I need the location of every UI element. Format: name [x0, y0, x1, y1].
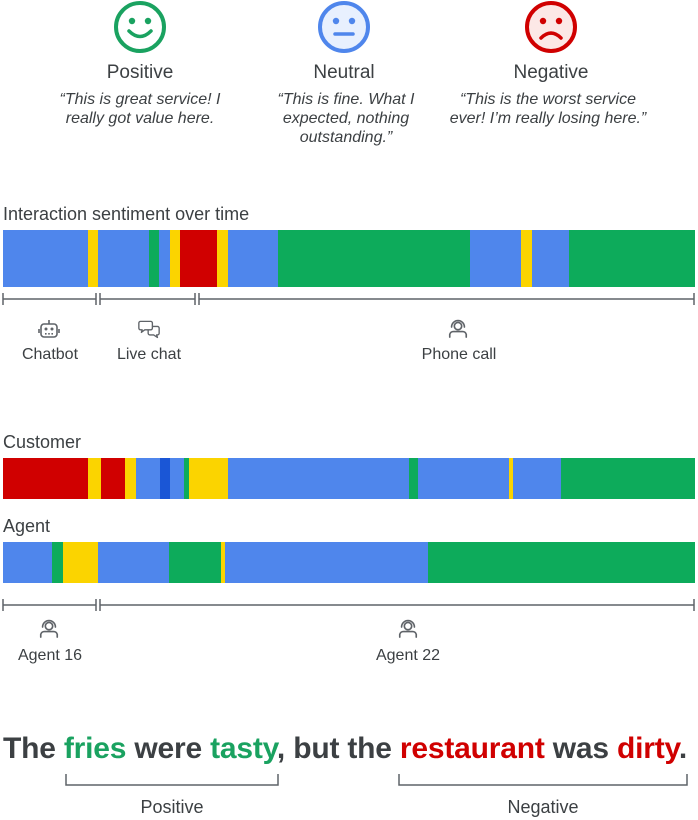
- bar-segment: [532, 230, 569, 287]
- sentence-brackets: [65, 774, 688, 786]
- bar-segment: [170, 458, 184, 499]
- bar-segment: [228, 458, 409, 499]
- bar-segment: [98, 542, 169, 583]
- headset-icon: [39, 619, 59, 638]
- bar-segment: [184, 458, 189, 499]
- bar-segment: [160, 458, 170, 499]
- positive-aspect-word: fries: [63, 732, 127, 765]
- bar-segment: [3, 458, 88, 499]
- interaction-title: Interaction sentiment over time: [3, 204, 250, 224]
- channel-label-live-chat: Live chat: [116, 346, 182, 363]
- bar-segment: [98, 230, 149, 287]
- bar-segment: [228, 230, 278, 287]
- neutral-quote: “This is fine. What I expected, nothing …: [277, 91, 415, 146]
- bar-segment: [180, 230, 217, 287]
- bar-segment: [101, 458, 125, 499]
- example-sentence: The fries were tasty, but the restaurant…: [3, 732, 687, 766]
- agent-timeline: [2, 599, 695, 611]
- bar-segment: [569, 230, 695, 287]
- bar-segment: [3, 542, 52, 583]
- bar-segment: [88, 458, 101, 499]
- bar-segment: [63, 542, 98, 583]
- sentence-text: were: [126, 732, 211, 765]
- channel-label-chatbot: Chatbot: [21, 346, 79, 363]
- negative-aspect-word: restaurant: [399, 732, 545, 765]
- neutral-face-icon: [318, 1, 370, 53]
- bar-segment: [149, 230, 159, 287]
- bar-segment: [278, 230, 470, 287]
- bar-segment: [225, 542, 428, 583]
- bar-segment: [52, 542, 63, 583]
- bar-segment: [125, 458, 136, 499]
- agent-label-16: Agent 16: [17, 647, 83, 664]
- positive-label: Positive: [106, 62, 174, 83]
- bar-segment: [88, 230, 98, 287]
- positive-bracket-label: Positive: [140, 797, 204, 817]
- channel-timeline: [2, 293, 695, 305]
- agent-sentiment-bar: [3, 542, 695, 583]
- negative-quote: “This is the worst service ever! I’m rea…: [449, 91, 647, 127]
- sentence-text: , but the: [276, 732, 400, 765]
- negative-opinion-word: dirty: [617, 732, 679, 765]
- sentence-text: The: [3, 732, 64, 765]
- chat-bubbles-icon: [138, 320, 160, 339]
- bar-segment: [521, 230, 532, 287]
- bar-segment: [169, 542, 221, 583]
- bar-segment: [159, 230, 170, 287]
- customer-title: Customer: [3, 432, 82, 452]
- agent-label-22: Agent 22: [375, 647, 441, 664]
- positive-opinion-word: tasty: [210, 732, 277, 765]
- agent-title: Agent: [3, 516, 51, 536]
- sentence-text: .: [678, 732, 687, 765]
- robot-icon: [38, 320, 60, 338]
- bar-segment: [561, 458, 695, 499]
- bar-segment: [170, 230, 180, 287]
- bar-segment: [418, 458, 509, 499]
- customer-sentiment-bar: [3, 458, 695, 499]
- headset-icon: [448, 319, 468, 338]
- bar-segment: [513, 458, 561, 499]
- bar-segment: [409, 458, 418, 499]
- headset-icon: [398, 619, 418, 638]
- channel-label-phone-call: Phone call: [421, 346, 497, 363]
- neutral-label: Neutral: [313, 62, 375, 83]
- positive-quote: “This is great service! I really got val…: [59, 91, 221, 127]
- bar-segment: [217, 230, 228, 287]
- bar-segment: [136, 458, 160, 499]
- bar-segment: [428, 542, 695, 583]
- negative-bracket-label: Negative: [507, 797, 579, 817]
- sentence-text: was: [544, 732, 618, 765]
- sad-face-icon: [525, 1, 577, 53]
- interaction-sentiment-bar: [3, 230, 695, 287]
- bar-segment: [509, 458, 513, 499]
- bar-segment: [189, 458, 228, 499]
- bar-segment: [3, 230, 88, 287]
- bar-segment: [221, 542, 225, 583]
- bar-segment: [470, 230, 521, 287]
- smile-icon: [114, 1, 166, 53]
- negative-label: Negative: [513, 62, 589, 83]
